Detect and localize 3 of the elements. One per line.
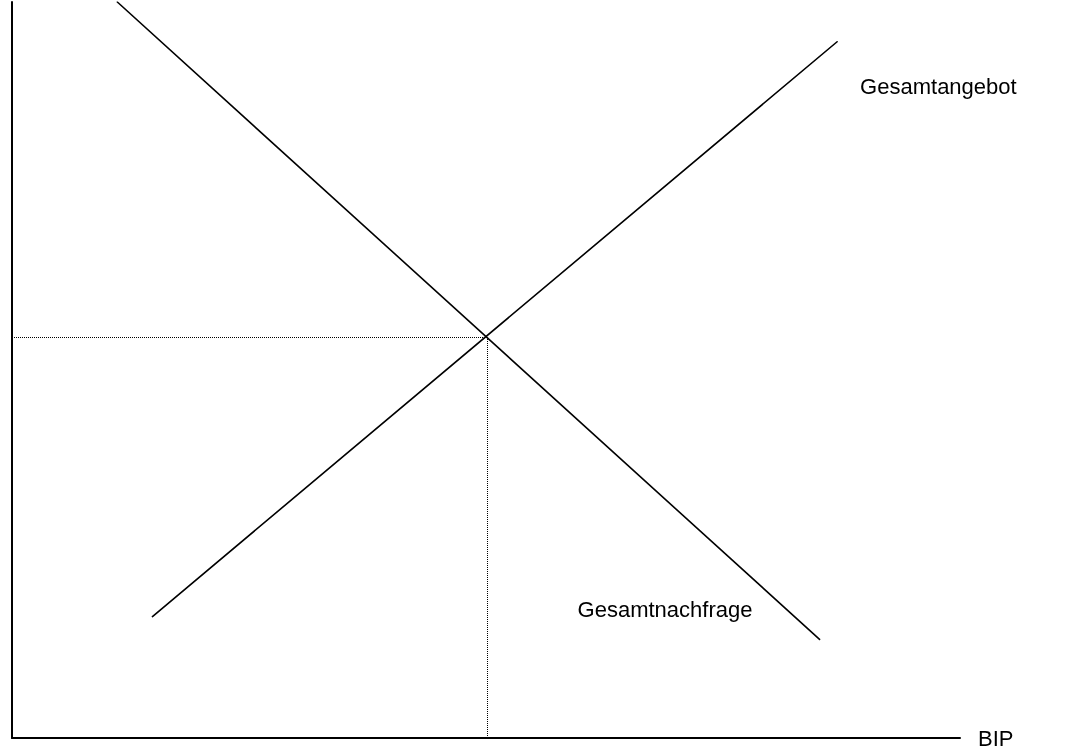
x-axis-title: BIP — [978, 725, 1014, 749]
series-label: Gesamtnachfrage — [577, 596, 753, 622]
series-label: Gesamtangebot — [860, 74, 1017, 100]
